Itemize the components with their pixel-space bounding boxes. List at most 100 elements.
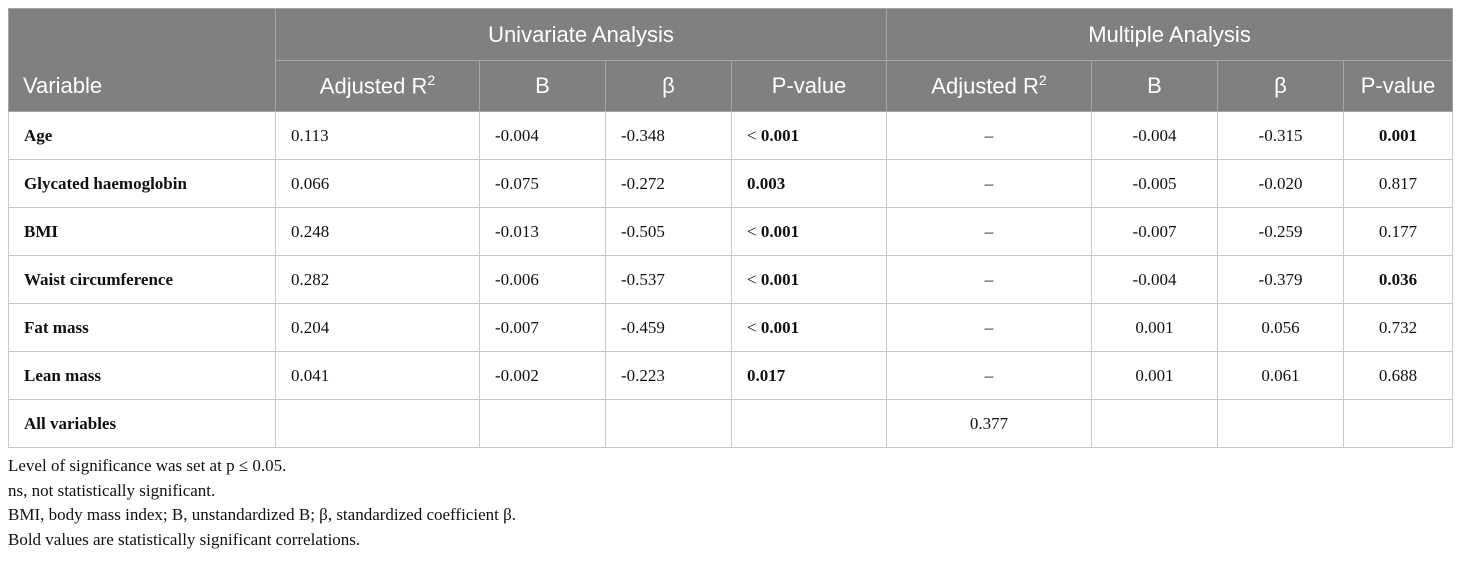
cell: 0.061 — [1217, 351, 1344, 400]
cell: -0.004 — [1091, 255, 1218, 304]
variable-name: BMI — [8, 207, 276, 256]
table-header: Variable Univariate Analysis Multiple An… — [8, 8, 1454, 112]
cell: 0.036 — [1342, 255, 1454, 304]
cell: 0.066 — [275, 159, 480, 208]
variable-name: Glycated haemoglobin — [8, 159, 276, 208]
cell: -0.006 — [479, 255, 606, 304]
header-row: Variable Univariate Analysis Multiple An… — [8, 8, 1454, 112]
table-row: Glycated haemoglobin 0.066 -0.075 -0.272 0.0… — [8, 159, 1454, 208]
cell-prefix: < — [747, 125, 757, 145]
cell: < 0.001 — [731, 255, 887, 304]
table-row: BMI 0.248 -0.013 -0.505 < 0.001– -0.007 -0.259… — [8, 207, 1454, 256]
superscript: 2 — [1038, 72, 1047, 89]
column-header: P-value — [1342, 60, 1454, 112]
cell: < 0.001 — [731, 303, 887, 352]
cell: 0.113 — [275, 111, 480, 160]
cell-value: 0.003 — [747, 173, 786, 193]
cell: -0.004 — [479, 111, 606, 160]
column-header: β — [605, 60, 732, 112]
cell: – — [886, 303, 1092, 352]
cell: -0.007 — [1091, 207, 1218, 256]
cell: – — [886, 111, 1092, 160]
group-header: Multiple Analysis — [885, 8, 1454, 61]
cell: 0.204 — [275, 303, 480, 352]
cell: 0.377 — [886, 399, 1092, 448]
data-table: Variable Univariate Analysis Multiple An… — [8, 8, 1454, 448]
variable-name: Waist circumference — [8, 255, 276, 304]
cell: 0.017 — [731, 351, 887, 400]
cell: 0.817 — [1342, 159, 1454, 208]
column-header: Adjusted R2 — [275, 60, 480, 112]
cell: -0.223 — [605, 351, 732, 400]
cell-prefix: < — [747, 317, 757, 337]
cell: 0.001 — [1342, 111, 1454, 160]
table-row: Age 0.113 -0.004 -0.348 < 0.001– -0.004 -0.315… — [8, 111, 1454, 160]
cell: -0.505 — [605, 207, 732, 256]
cell: 0.688 — [1342, 351, 1454, 400]
cell: – — [886, 159, 1092, 208]
footnote: Level of significance was set at p ≤ 0.0… — [8, 456, 287, 475]
footnote: BMI, body mass index; B, unstandardized … — [8, 505, 516, 524]
cell-value: 0.001 — [760, 269, 800, 289]
cell-prefix: < — [747, 269, 757, 289]
cell: < 0.001 — [731, 207, 887, 256]
cell: 0.248 — [275, 207, 480, 256]
cell-value: 0.001 — [1378, 125, 1418, 145]
cell-value: 0.001 — [760, 221, 800, 241]
empty-cell — [731, 399, 887, 448]
cell: 0.732 — [1342, 303, 1454, 352]
cell: -0.075 — [479, 159, 606, 208]
group-header: Univariate Analysis — [275, 8, 887, 61]
empty-cell — [1217, 399, 1344, 448]
header-text: Adjusted R — [319, 73, 428, 99]
cell-value: 0.036 — [1378, 269, 1418, 289]
cell: -0.002 — [479, 351, 606, 400]
superscript: 2 — [427, 72, 436, 89]
cell-value: 0.017 — [747, 365, 786, 385]
empty-cell — [275, 399, 480, 448]
table-row: All variables 0.377 — [8, 399, 1454, 448]
cell: -0.537 — [605, 255, 732, 304]
variable-name: Fat mass — [8, 303, 276, 352]
column-header: β — [1217, 60, 1344, 112]
cell: -0.013 — [479, 207, 606, 256]
cell: -0.459 — [605, 303, 732, 352]
cell: -0.007 — [479, 303, 606, 352]
cell: – — [886, 255, 1092, 304]
cell: 0.177 — [1342, 207, 1454, 256]
header-text: Adjusted R — [931, 73, 1039, 99]
column-header: Adjusted R2 — [886, 60, 1092, 112]
variable-name: Age — [8, 111, 276, 160]
empty-cell — [605, 399, 732, 448]
empty-cell — [479, 399, 606, 448]
footnote: Bold values are statistically significan… — [8, 529, 361, 549]
cell: -0.004 — [1091, 111, 1218, 160]
table-row: Waist circumference 0.282 -0.006 -0.537 < 0.… — [8, 255, 1454, 304]
footnote: ns, not statistically significant. — [8, 480, 216, 500]
column-header: P-value — [731, 60, 887, 112]
cell: 0.282 — [275, 255, 480, 304]
column-header: B — [1091, 60, 1218, 112]
cell: 0.041 — [275, 351, 480, 400]
cell: 0.001 — [1091, 351, 1218, 400]
cell: – — [886, 351, 1092, 400]
table-row: Fat mass 0.204 -0.007 -0.459 < 0.001–0.001 0.… — [8, 303, 1454, 352]
cell: < 0.001 — [731, 111, 887, 160]
table-row: Lean mass 0.041 -0.002 -0.223 0.017 –0.001 0.0… — [8, 351, 1454, 400]
cell: 0.003 — [731, 159, 887, 208]
cell: -0.020 — [1217, 159, 1344, 208]
cell-prefix: < — [747, 221, 757, 241]
cell: -0.005 — [1091, 159, 1218, 208]
empty-cell — [1091, 399, 1218, 448]
cell: 0.001 — [1091, 303, 1218, 352]
cell-value: 0.001 — [760, 125, 800, 145]
empty-cell — [1342, 399, 1454, 448]
cell: 0.056 — [1217, 303, 1344, 352]
cell: -0.272 — [605, 159, 732, 208]
cell: – — [886, 207, 1092, 256]
footnotes: Level of significance was set at p ≤ 0.0… — [8, 454, 516, 552]
table-body: Age 0.113 -0.004 -0.348 < 0.001– -0.004 -0.315… — [8, 111, 1454, 448]
variable-name: All variables — [8, 399, 276, 448]
